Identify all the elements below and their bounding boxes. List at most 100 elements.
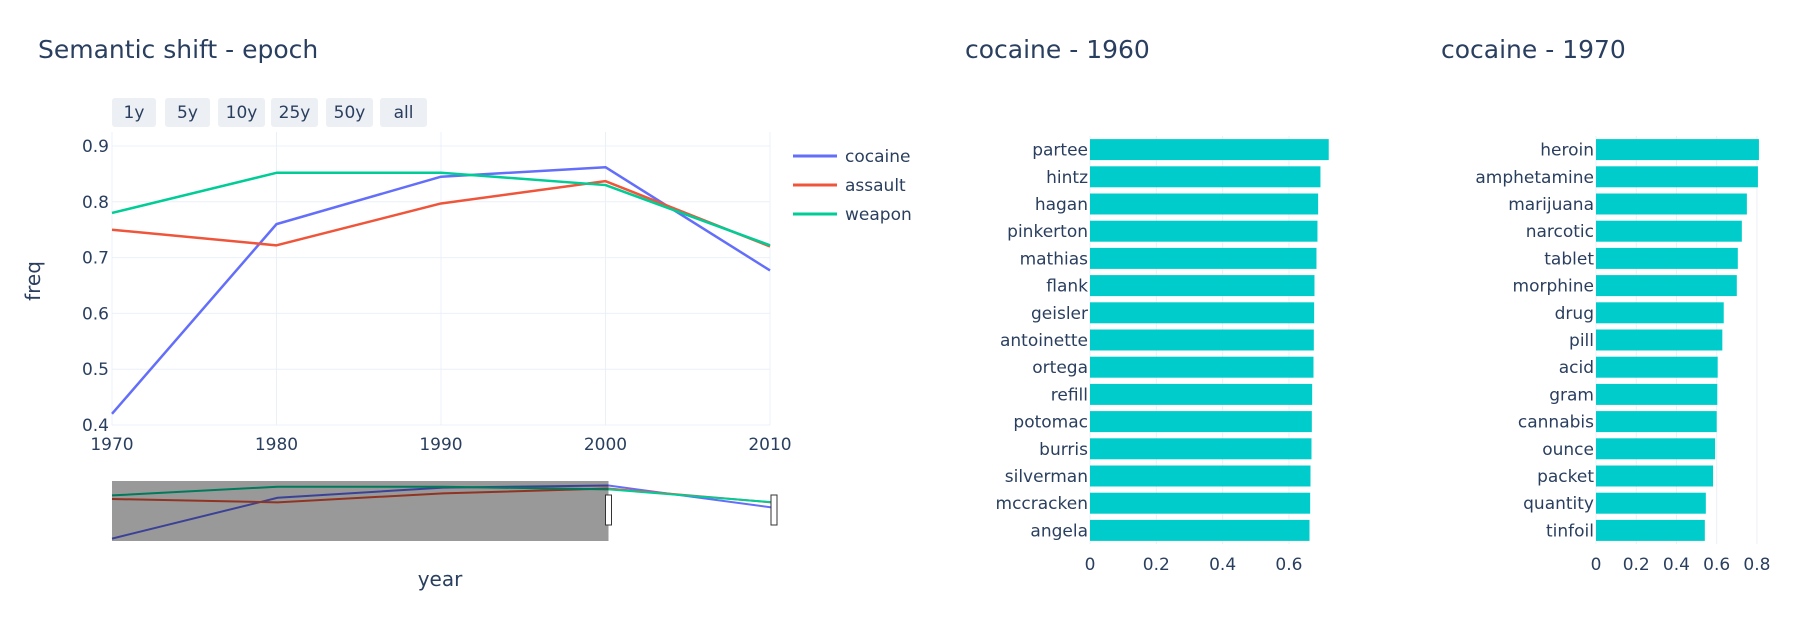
bar-partee — [1090, 139, 1329, 161]
range-button-label: 5y — [177, 103, 198, 123]
legend-item-cocaine[interactable]: cocaine — [793, 147, 910, 167]
range-button-bg — [380, 98, 427, 127]
bar-category-label: tinfoil — [1546, 521, 1594, 541]
bar-category-label: morphine — [1513, 277, 1594, 297]
bar-category-label: gram — [1549, 385, 1594, 405]
bar-narcotic — [1596, 220, 1742, 242]
bar-morphine — [1596, 275, 1737, 297]
x-axis-title: year — [418, 567, 463, 591]
bar-x-tick-label: 0.2 — [1623, 555, 1650, 575]
slider-line-weapon — [111, 485, 775, 504]
range-button-all[interactable]: all — [380, 98, 427, 127]
bar-hagan — [1090, 193, 1319, 215]
bar-chart-1960-panel: cocaine - 1960 0 0.2 0.4 0.6 partee hintz haga… — [965, 35, 1329, 575]
x-tick-label: 2010 — [748, 435, 791, 455]
bar-category-label: packet — [1537, 467, 1594, 487]
range-button-bg — [165, 98, 210, 127]
bar-chart-1970-panel: cocaine - 1970 0 0.2 0.4 0.6 0.8 heroin amphet… — [1441, 35, 1770, 575]
range-selector: 1y 5y 10y 25y 50y all — [112, 98, 427, 127]
bar-category-label: pinkerton — [1007, 222, 1088, 242]
legend-item-assault[interactable]: assault — [793, 176, 906, 196]
bar-x-tick-label: 0.6 — [1703, 555, 1730, 575]
range-slider[interactable] — [111, 481, 778, 541]
legend: cocaine assault weapon — [793, 147, 912, 225]
y-tick-label: 0.7 — [82, 249, 109, 269]
range-button-1y[interactable]: 1y — [112, 98, 156, 127]
bar-packet — [1596, 465, 1714, 487]
y-tick-label: 0.5 — [82, 360, 109, 380]
bar-category-label: mccracken — [996, 494, 1088, 514]
bar-category-label: heroin — [1540, 141, 1594, 161]
bar-category-label: ounce — [1542, 440, 1594, 460]
bar-category-label: pill — [1569, 331, 1594, 351]
bar-burris — [1090, 438, 1312, 460]
bar-category-label: acid — [1559, 358, 1594, 378]
bar-category-label: drug — [1555, 304, 1594, 324]
series-line-weapon — [111, 171, 771, 247]
range-button-5y[interactable]: 5y — [165, 98, 210, 127]
range-button-10y[interactable]: 10y — [218, 98, 265, 127]
range-button-label: all — [394, 103, 414, 123]
range-button-50y[interactable]: 50y — [326, 98, 373, 127]
bar-pinkerton — [1090, 220, 1318, 242]
bar-category-label: potomac — [1013, 413, 1088, 433]
legend-label: assault — [845, 176, 906, 196]
legend-label: cocaine — [845, 147, 910, 167]
y-axis-title: freq — [21, 261, 45, 301]
bar-category-label: narcotic — [1526, 222, 1594, 242]
bar-category-label: mathias — [1020, 249, 1089, 269]
slider-handle-left[interactable] — [605, 494, 612, 526]
bar-antoinette — [1090, 329, 1314, 351]
x-tick-label: 1980 — [255, 435, 298, 455]
bar-x-tick-label: 0.4 — [1209, 555, 1236, 575]
bar-x-tick-label: 0.2 — [1143, 555, 1170, 575]
bar-flank — [1090, 275, 1315, 297]
bar-quantity — [1596, 492, 1706, 514]
line-chart-panel: Semantic shift - epoch 1y 5y 10y 25y 50y all … — [21, 35, 912, 591]
x-tick-label: 1990 — [419, 435, 462, 455]
line-chart-title: Semantic shift - epoch — [38, 35, 318, 64]
slider-mask — [112, 481, 609, 541]
bar-category-label: silverman — [1005, 467, 1088, 487]
x-tick-label: 2000 — [584, 435, 627, 455]
legend-label: weapon — [845, 205, 912, 225]
series-line-assault — [111, 179, 771, 248]
bar-ortega — [1090, 356, 1314, 378]
bar-hintz — [1090, 166, 1321, 188]
bar-mathias — [1090, 247, 1317, 269]
bar-heroin — [1596, 139, 1759, 161]
line-chart-grid — [111, 132, 771, 426]
range-button-bg — [271, 98, 318, 127]
bar-category-label: burris — [1039, 440, 1088, 460]
bar-mccracken — [1090, 492, 1311, 514]
bar-tablet — [1596, 247, 1738, 269]
bar-x-tick-label: 0 — [1085, 555, 1096, 575]
range-button-bg — [218, 98, 265, 127]
bar-tinfoil — [1596, 519, 1705, 541]
bar-chart-1970: 0 0.2 0.4 0.6 0.8 heroin amphetamine marijuana n… — [1475, 136, 1770, 575]
range-button-label: 1y — [124, 103, 145, 123]
range-button-bg — [326, 98, 373, 127]
x-tick-label: 1970 — [90, 435, 133, 455]
bar-x-tick-label: 0 — [1591, 555, 1602, 575]
y-axis-ticks: 0.4 0.5 0.6 0.7 0.8 0.9 — [82, 137, 109, 436]
x-axis-ticks: 1970 1980 1990 2000 2010 — [90, 435, 791, 455]
range-button-label: 50y — [334, 103, 366, 123]
range-button-label: 25y — [279, 103, 311, 123]
bar-category-label: hagan — [1035, 195, 1088, 215]
bar-pill — [1596, 329, 1723, 351]
bar-x-tick-label: 0.4 — [1663, 555, 1690, 575]
bar-silverman — [1090, 465, 1311, 487]
bar-category-label: quantity — [1523, 494, 1594, 514]
legend-item-weapon[interactable]: weapon — [793, 205, 912, 225]
bar-category-label: tablet — [1544, 249, 1594, 269]
y-tick-label: 0.6 — [82, 304, 109, 324]
slider-handle-right[interactable] — [770, 494, 778, 526]
range-button-25y[interactable]: 25y — [271, 98, 318, 127]
bar-potomac — [1090, 411, 1312, 433]
bar-category-label: geisler — [1031, 304, 1088, 324]
bar-refill — [1090, 383, 1313, 405]
bar-cannabis — [1596, 411, 1717, 433]
bar-category-label: flank — [1046, 277, 1088, 297]
